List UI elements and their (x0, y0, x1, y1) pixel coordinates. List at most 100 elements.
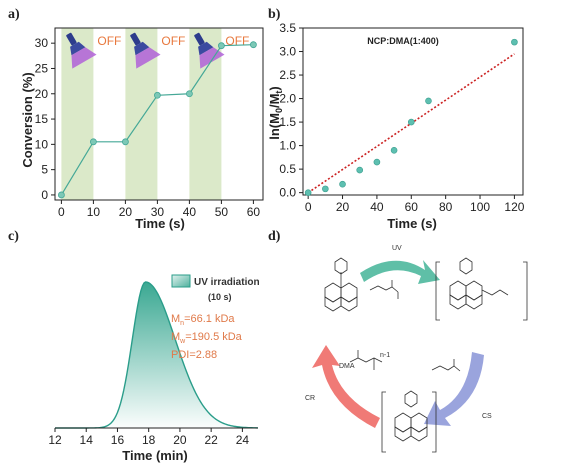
x-tick-label: 14 (80, 433, 94, 447)
uv-flashlight-icon (194, 32, 225, 69)
conversion-point (122, 138, 129, 146)
plot-frame (54, 27, 264, 201)
kinetics-point (356, 166, 364, 174)
radical-anion-molecule (381, 390, 437, 453)
uv-light-beam (135, 47, 161, 69)
flashlight-body (130, 32, 141, 46)
kinetics-point (373, 158, 381, 166)
plot-frame (302, 27, 524, 196)
y-tick-label: 25 (35, 61, 49, 75)
x-tick-label: 12 (48, 433, 62, 447)
uv-flashlight-icon (66, 32, 97, 69)
legend-sublabel: (10 s) (208, 292, 232, 302)
y-tick-label: 10 (35, 137, 49, 151)
radical-intermediate-molecule (435, 257, 528, 321)
panel-label-d: d) (268, 229, 281, 244)
y-tick-label: 30 (35, 36, 49, 50)
x-tick-label: 30 (151, 205, 165, 219)
x-tick-label: 24 (236, 433, 250, 447)
conversion-point (58, 191, 65, 199)
panel-label-c: c) (8, 229, 19, 244)
kinetics-point (304, 189, 312, 196)
kinetics-point (425, 97, 432, 105)
x-tick-label: 0 (58, 205, 65, 219)
n-minus-1-label: n-1 (380, 352, 390, 359)
x-tick-label: 50 (215, 205, 229, 219)
chart-a-xlabel: Time (s) (135, 216, 185, 231)
x-tick-label: 20 (173, 433, 187, 447)
chart-c-xlabel: Time (min) (122, 448, 188, 463)
x-tick-label: 80 (439, 200, 453, 214)
kinetics-point (322, 185, 329, 193)
kinetics-point (511, 38, 518, 46)
y-tick-label: 1.0 (279, 139, 296, 153)
stat-mn: Mn=66.1 kDa (171, 313, 235, 327)
chart-b-xlabel: Time (s) (387, 216, 437, 231)
reaction-scheme: UV CS CR (305, 245, 528, 453)
cr-arrow (312, 345, 380, 428)
conversion-point (249, 41, 257, 49)
uv-label: UV (392, 245, 402, 252)
x-tick-label: 10 (87, 205, 101, 219)
y-tick-label: 20 (35, 87, 49, 101)
x-tick-label: 20 (336, 200, 350, 214)
y-tick-label: 1.5 (279, 115, 296, 129)
cs-arrow (424, 352, 484, 426)
flashlight-head (70, 41, 86, 56)
gpc-chart: 12 14 16 18 20 22 24 (48, 281, 259, 447)
flashlight-body (66, 32, 77, 46)
y-tick-label: 3.0 (279, 45, 296, 59)
y-tick-label: 2.5 (279, 68, 296, 82)
x-tick-label: 0 (305, 200, 312, 214)
x-tick-label: 60 (247, 205, 261, 219)
conversion-point (153, 91, 161, 99)
conversion-point (185, 90, 193, 98)
x-tick-label: 20 (119, 205, 133, 219)
chart-a-ylabel: Conversion (%) (20, 72, 35, 167)
uv-light-beam (199, 47, 225, 69)
dma-monomer-right (431, 359, 461, 372)
x-tick-label: 100 (470, 200, 490, 214)
chart-b-ylabel: ln(M0/Mt) (267, 86, 284, 140)
y-tick-label: 0.0 (279, 186, 296, 200)
flashlight-head (198, 41, 214, 56)
kinetics-point (339, 180, 346, 188)
stat-pdi: PDI=2.88 (171, 349, 217, 361)
flashlight-body (194, 32, 205, 46)
stat-mw: Mw=190.5 kDa (171, 331, 243, 345)
uv-light-beam (71, 47, 97, 69)
y-tick-label: 2.0 (279, 92, 296, 106)
y-tick-label: 15 (35, 112, 49, 126)
x-tick-label: 40 (183, 205, 197, 219)
legend-swatch (171, 274, 191, 288)
uv-arrow (360, 260, 440, 284)
x-tick-label: 16 (111, 433, 125, 447)
x-tick-label: 18 (142, 433, 156, 447)
panel-label-a: a) (8, 7, 20, 22)
x-tick-label: 22 (204, 433, 218, 447)
kinetics-point (390, 147, 398, 154)
y-tick-label: 5 (41, 163, 48, 177)
legend-label: UV irradiation (194, 277, 260, 288)
y-tick-label: 0.5 (279, 162, 296, 176)
x-tick-label: 40 (370, 200, 384, 214)
polymer-chain-molecule (349, 350, 383, 370)
conversion-point (90, 138, 97, 146)
cs-label: CS (482, 413, 492, 420)
y-tick-label: 3.5 (279, 21, 296, 35)
off-label: OFF (161, 34, 185, 48)
x-tick-label: 120 (504, 200, 524, 214)
uv-flashlight-icon (130, 32, 161, 69)
flashlight-head (134, 41, 150, 56)
panel-label-b: b) (268, 7, 281, 22)
x-tick-label: 60 (405, 200, 419, 214)
off-label: OFF (97, 34, 121, 48)
gpc-fill (55, 282, 258, 428)
cr-label: CR (305, 395, 315, 402)
kinetics-point (407, 118, 415, 126)
naphthalimide-molecule-left (324, 257, 358, 312)
y-tick-label: 0 (41, 188, 48, 202)
dma-monomer-top (369, 280, 399, 299)
